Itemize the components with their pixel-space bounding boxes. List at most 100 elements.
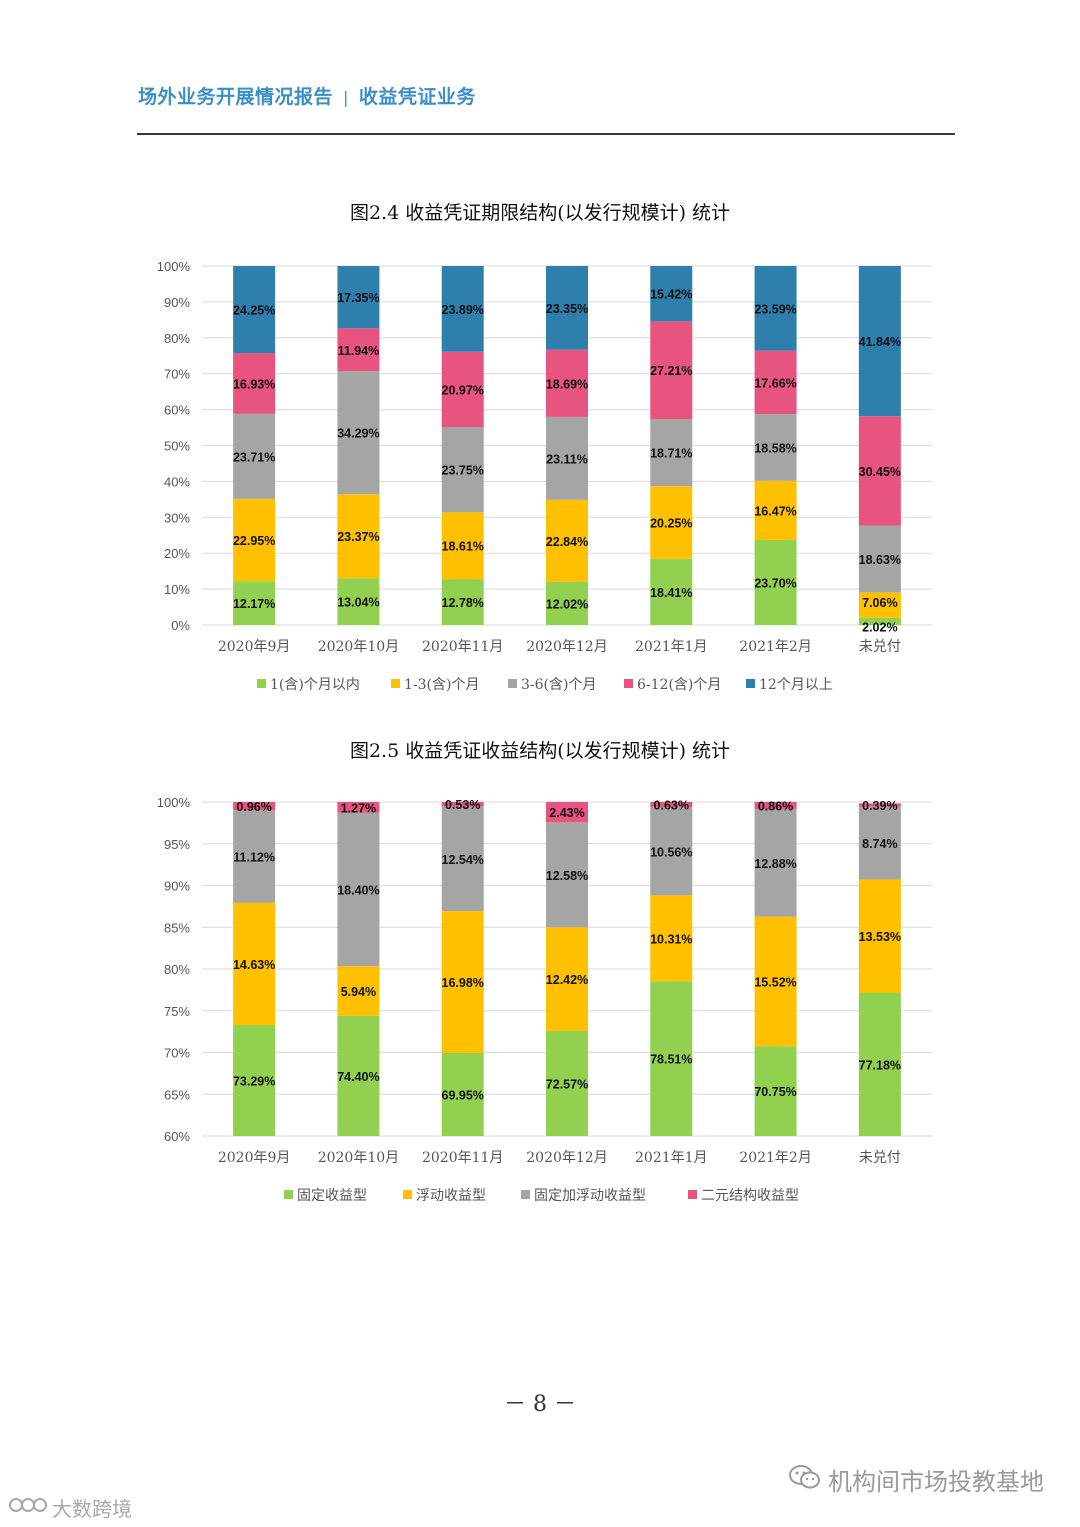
bar-segment: [858, 879, 901, 993]
legend-swatch: [257, 679, 266, 688]
y-tick-label: 80%: [164, 962, 190, 977]
legend-swatch: [521, 1190, 530, 1199]
data-label: 8.74%: [862, 837, 897, 851]
data-label: 16.93%: [233, 377, 275, 391]
source-logo-icon: [8, 1494, 48, 1521]
data-label: 23.35%: [546, 302, 588, 316]
bar-segment: [546, 1031, 588, 1136]
legend-label: 3-6(含)个月: [521, 677, 596, 693]
data-label: 18.58%: [754, 441, 796, 455]
bar-segment: [858, 525, 901, 593]
y-tick-label: 90%: [164, 295, 190, 310]
y-tick-label: 90%: [164, 879, 190, 894]
data-label: 0.86%: [758, 800, 793, 814]
data-label: 12.54%: [442, 853, 484, 867]
data-label: 20.25%: [650, 517, 692, 531]
data-label: 18.61%: [442, 540, 484, 554]
y-tick-label: 70%: [164, 1046, 190, 1061]
bar-segment: [546, 581, 588, 625]
data-label: 70.75%: [754, 1085, 796, 1099]
data-label: 10.31%: [650, 932, 692, 946]
bar-segment: [441, 351, 484, 428]
data-label: 34.29%: [337, 427, 379, 441]
data-label: 77.18%: [859, 1058, 901, 1072]
data-label: 18.63%: [859, 553, 901, 567]
data-label: 18.41%: [650, 586, 692, 600]
x-tick-label: 2021年1月: [635, 1150, 708, 1166]
y-tick-label: 50%: [164, 439, 190, 454]
bar-segment: [233, 802, 276, 811]
bar-segment: [858, 266, 901, 417]
bar-segment: [546, 499, 588, 582]
data-label: 7.06%: [862, 596, 897, 610]
bar-segment: [650, 802, 693, 808]
y-tick-label: 100%: [157, 259, 191, 274]
bar-segment: [337, 1015, 380, 1136]
bar-segment: [441, 802, 484, 807]
data-label: 16.47%: [754, 504, 796, 518]
y-tick-label: 70%: [164, 367, 190, 382]
legend-swatch: [624, 679, 633, 688]
x-tick-label: 2020年11月: [422, 639, 503, 655]
bar-segment: [650, 895, 693, 982]
bar-segment: [441, 427, 484, 513]
data-label: 24.25%: [233, 304, 275, 318]
legend-label: 二元结构收益型: [701, 1188, 799, 1204]
chart1-title: 图2.4 收益凭证期限结构(以发行规模计) 统计: [349, 202, 731, 224]
data-label: 30.45%: [859, 465, 901, 479]
x-tick-label: 2021年2月: [739, 639, 812, 655]
x-tick-label: 未兑付: [859, 1150, 901, 1166]
data-label: 13.53%: [859, 930, 901, 944]
data-label: 20.97%: [442, 383, 484, 397]
data-label: 1.27%: [341, 801, 376, 815]
legend-label: 固定加浮动收益型: [534, 1188, 646, 1204]
data-label: 23.89%: [442, 303, 484, 317]
bar-segment: [233, 353, 276, 414]
data-label: 23.37%: [337, 530, 379, 544]
data-label: 0.53%: [445, 798, 480, 812]
y-tick-label: 60%: [164, 1129, 190, 1144]
bar-segment: [650, 419, 693, 487]
data-label: 23.59%: [754, 302, 796, 316]
watermark-right-text: 机构间市场投教基地: [828, 1468, 1044, 1496]
watermark-wechat: 机构间市场投教基地: [788, 1462, 1044, 1497]
data-label: 18.71%: [650, 447, 692, 461]
data-label: 12.88%: [754, 857, 796, 871]
data-label: 15.42%: [650, 288, 692, 302]
data-label: 18.40%: [337, 883, 379, 897]
legend-label: 12个月以上: [759, 677, 833, 693]
bar-segment: [337, 328, 380, 372]
data-label: 2.43%: [549, 806, 584, 820]
data-label: 23.70%: [754, 576, 796, 590]
bar-segment: [650, 807, 693, 896]
bar-segment: [858, 992, 901, 1136]
data-label: 10.56%: [650, 845, 692, 859]
x-tick-label: 2020年10月: [318, 1150, 399, 1166]
bar-segment: [754, 480, 797, 540]
legend-label: 1-3(含)个月: [404, 677, 479, 693]
chart1-term-structure: 0% 10% 20% 30% 40% 50% 60% 70% 80% 90% 100% 12.17% 2…: [157, 259, 932, 693]
x-tick-label: 2020年9月: [218, 1150, 291, 1166]
header-section-title: 收益凭证业务: [358, 86, 476, 108]
bar-segment: [441, 512, 484, 580]
data-label: 12.17%: [233, 597, 275, 611]
header-separator: |: [343, 88, 349, 107]
bar-segment: [337, 494, 380, 579]
y-tick-label: 100%: [157, 795, 191, 810]
data-label: 69.95%: [442, 1088, 484, 1102]
data-label: 18.69%: [546, 377, 588, 391]
y-tick-label: 65%: [164, 1087, 190, 1102]
x-tick-label: 2020年12月: [526, 1150, 607, 1166]
bar-segment: [441, 579, 484, 625]
legend-swatch: [688, 1190, 697, 1199]
bar-segment: [754, 539, 797, 625]
bar-segment: [337, 802, 380, 813]
legend-swatch: [391, 679, 400, 688]
x-tick-label: 未兑付: [859, 639, 901, 655]
bar-segment: [233, 498, 276, 582]
bar-segment: [650, 981, 693, 1136]
bar-segment: [337, 966, 380, 1016]
header-report-title: 场外业务开展情况报告: [138, 86, 334, 108]
y-tick-label: 95%: [164, 837, 190, 852]
x-tick-label: 2020年10月: [318, 639, 399, 655]
